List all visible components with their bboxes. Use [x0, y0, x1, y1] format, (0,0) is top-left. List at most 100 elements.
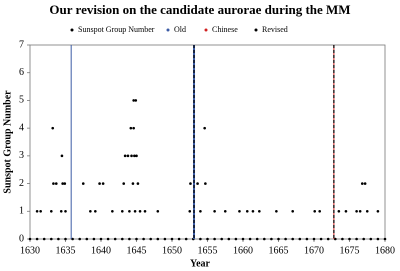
data-point [344, 209, 348, 213]
chart-title: Our revision on the candidate aurorae du… [49, 2, 350, 17]
legend-label: Chinese [212, 25, 238, 34]
data-point [365, 209, 369, 213]
legend-label: Old [174, 25, 186, 34]
data-point [156, 237, 160, 241]
data-point [220, 237, 223, 241]
data-point [255, 237, 259, 241]
data-point [54, 182, 58, 185]
data-point [337, 209, 341, 213]
data-point [94, 209, 97, 213]
data-point [81, 182, 85, 185]
x-tick-label: 1660 [233, 245, 253, 256]
data-point [263, 237, 266, 241]
data-point [64, 237, 67, 241]
data-point [113, 237, 117, 241]
data-point [334, 237, 337, 241]
data-point [177, 237, 181, 241]
data-point [50, 209, 53, 213]
data-point [59, 209, 63, 213]
data-point [258, 209, 261, 213]
legend-marker [254, 28, 258, 32]
data-point [35, 209, 39, 213]
data-point [128, 237, 131, 241]
y-tick-label: 6 [19, 67, 24, 78]
data-point [360, 182, 364, 185]
x-tick-label: 1650 [162, 245, 182, 256]
data-point [355, 237, 358, 241]
data-point [122, 182, 126, 185]
data-point [131, 182, 135, 185]
data-point [50, 237, 53, 241]
data-point [89, 209, 92, 213]
data-point [85, 237, 89, 241]
y-tick-label: 2 [19, 178, 24, 189]
data-point [363, 182, 367, 185]
x-tick-label: 1635 [56, 245, 76, 256]
data-point [61, 182, 64, 185]
data-point [126, 154, 130, 158]
data-point [355, 209, 358, 213]
data-point [129, 126, 133, 130]
data-point [51, 126, 55, 130]
data-point [227, 237, 231, 241]
data-point [71, 237, 74, 241]
y-tick-label: 5 [19, 95, 24, 106]
data-point [78, 237, 81, 241]
data-point [123, 154, 127, 158]
data-point [326, 237, 330, 241]
data-point [92, 237, 96, 241]
y-tick-label: 7 [19, 39, 24, 50]
data-point [135, 237, 138, 241]
data-point [149, 237, 152, 241]
data-point [184, 237, 188, 241]
data-point [291, 209, 295, 213]
data-point [130, 154, 133, 158]
data-point [206, 237, 209, 241]
data-point [142, 237, 145, 241]
data-point [248, 237, 252, 241]
data-point [52, 182, 55, 185]
data-point [134, 99, 138, 102]
x-tick-label: 1670 [304, 245, 324, 256]
legend-marker [166, 28, 170, 32]
data-point [106, 237, 110, 241]
data-point [121, 209, 124, 213]
data-point [196, 182, 199, 185]
data-point [284, 237, 287, 241]
data-point [313, 209, 317, 213]
data-point [132, 126, 135, 130]
data-point [312, 237, 316, 241]
x-tick-label: 1675 [340, 245, 360, 256]
data-point [133, 154, 136, 158]
data-point [132, 99, 135, 102]
legend-label: Revised [262, 25, 288, 34]
data-point [35, 237, 39, 241]
data-point [39, 209, 42, 213]
y-tick-label: 4 [19, 122, 24, 133]
data-point [204, 182, 207, 185]
data-point [213, 237, 216, 241]
data-point [318, 209, 321, 213]
data-point [57, 237, 60, 241]
data-point [213, 209, 216, 213]
data-point [99, 237, 103, 241]
data-point [135, 154, 138, 158]
data-point [98, 182, 101, 185]
x-tick-label: 1665 [269, 245, 289, 256]
data-point [291, 237, 295, 241]
data-point [341, 237, 344, 241]
data-point [275, 209, 278, 213]
data-point [60, 154, 64, 158]
data-point [199, 237, 202, 241]
legend-marker [70, 28, 74, 32]
data-point [383, 237, 387, 241]
data-point [369, 237, 373, 241]
data-point [63, 182, 67, 185]
legend-marker [204, 28, 208, 32]
data-point [376, 237, 380, 241]
data-point [270, 237, 273, 241]
data-point [101, 182, 105, 185]
y-axis-label: Sunspot Group Number [2, 90, 13, 194]
data-point [319, 237, 323, 241]
data-point [143, 209, 147, 213]
